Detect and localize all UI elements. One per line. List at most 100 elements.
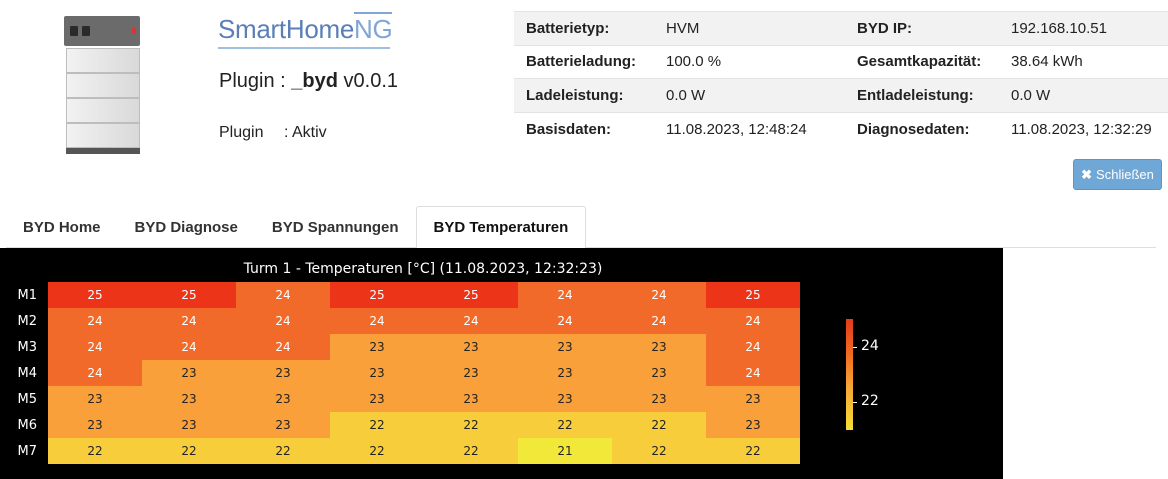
- temperature-heatmap-panel: Turm 1 - Temperaturen [°C] (11.08.2023, …: [0, 248, 1003, 479]
- heatmap-cell: 24: [48, 334, 142, 360]
- heatmap-cell: 24: [236, 282, 330, 308]
- row-label: M4: [17, 365, 38, 381]
- row-label: M6: [17, 417, 38, 433]
- row-label: M7: [17, 443, 38, 459]
- colorbar: [846, 319, 853, 430]
- colorbar-tick: [853, 347, 857, 348]
- heatmap-grid: 25 25 24 25 25 24 24 25 24 24 24 24 24 24 24 24 24 24 24 23…: [48, 282, 800, 464]
- heatmap-cell: 25: [330, 282, 424, 308]
- heatmap-cell: 24: [612, 282, 706, 308]
- heatmap-cell: 23: [142, 360, 236, 386]
- heatmap-cell: 24: [518, 282, 612, 308]
- close-button[interactable]: ✖ Schließen: [1073, 159, 1162, 190]
- plugin-title: Plugin : _byd v0.0.1: [219, 70, 398, 92]
- heatmap-cell: 23: [424, 386, 518, 412]
- heatmap-cell: 23: [330, 386, 424, 412]
- heatmap-cell: 24: [330, 308, 424, 334]
- heatmap-cell: 23: [330, 334, 424, 360]
- heatmap-cell: 24: [142, 308, 236, 334]
- battery-module: [66, 98, 140, 123]
- info-value: 0.0 W: [999, 78, 1168, 112]
- info-value: 11.08.2023, 12:32:29: [999, 111, 1168, 146]
- heatmap-cell: 22: [518, 412, 612, 438]
- battery-info-table: Batterietyp: HVM BYD IP: 192.168.10.51 Batte…: [514, 11, 1168, 146]
- heatmap-cell: 24: [48, 308, 142, 334]
- heatmap-cell: 24: [518, 308, 612, 334]
- heatmap-cell: 23: [142, 412, 236, 438]
- heatmap-cell: 22: [330, 438, 424, 464]
- heatmap-cell: 24: [236, 334, 330, 360]
- heatmap-cell: 25: [706, 282, 800, 308]
- info-value: HVM: [654, 11, 845, 45]
- heatmap-cell: 25: [48, 282, 142, 308]
- tab-byd-home[interactable]: BYD Home: [23, 218, 101, 236]
- heatmap-cell: 22: [706, 438, 800, 464]
- heatmap-cell: 24: [142, 334, 236, 360]
- heatmap-cell: 23: [612, 360, 706, 386]
- info-value: 11.08.2023, 12:48:24: [654, 111, 845, 146]
- info-row: Batterieladung: 100.0 % Gesamtkapazität: 38…: [514, 44, 1168, 79]
- plugin-status-value: : Aktiv: [284, 124, 327, 141]
- heatmap-cell: 23: [48, 386, 142, 412]
- heatmap-cell: 23: [518, 386, 612, 412]
- heatmap-cell: 23: [518, 334, 612, 360]
- plugin-status-label: Plugin: [219, 124, 264, 141]
- heatmap-cell: 24: [612, 308, 706, 334]
- battery-module: [66, 48, 140, 73]
- heatmap-cell: 23: [236, 412, 330, 438]
- smarthomeng-logo: SmartHomeNG: [218, 12, 393, 44]
- heatmap-cell: 25: [424, 282, 518, 308]
- info-value: 0.0 W: [654, 78, 845, 112]
- heatmap-cell: 22: [424, 412, 518, 438]
- info-key: BYD IP:: [845, 11, 999, 45]
- info-key: Batterieladung:: [514, 44, 654, 79]
- battery-control-unit: [64, 16, 140, 46]
- colorbar-tick-label: 24: [861, 338, 879, 354]
- colorbar-tick-label: 22: [861, 393, 879, 409]
- heatmap-cell: 22: [236, 438, 330, 464]
- info-key: Batterietyp:: [514, 11, 654, 45]
- heatmap-cell: 23: [706, 412, 800, 438]
- heatmap-cell: 23: [612, 334, 706, 360]
- heatmap-cell: 22: [142, 438, 236, 464]
- tab-byd-diagnose[interactable]: BYD Diagnose: [134, 218, 238, 236]
- heatmap-cell: 23: [518, 360, 612, 386]
- heatmap-cell: 23: [706, 386, 800, 412]
- battery-module: [66, 73, 140, 98]
- heatmap-cell: 22: [48, 438, 142, 464]
- heatmap-cell: 23: [48, 412, 142, 438]
- info-key: Gesamtkapazität:: [845, 44, 999, 79]
- heatmap-cell: 24: [424, 308, 518, 334]
- colorbar-tick: [853, 402, 857, 403]
- battery-product-image: [60, 14, 146, 156]
- heatmap-cell: 23: [236, 386, 330, 412]
- heatmap-cell: 24: [706, 334, 800, 360]
- heatmap-cell: 23: [424, 334, 518, 360]
- tab-bar: BYD Home BYD Diagnose BYD Spannungen BYD Te…: [6, 206, 1156, 249]
- heatmap-cell: 24: [48, 360, 142, 386]
- heatmap-cell: 23: [330, 360, 424, 386]
- battery-module: [66, 123, 140, 148]
- row-label: M2: [17, 313, 38, 329]
- heatmap-cell: 23: [236, 360, 330, 386]
- chart-title: Turm 1 - Temperaturen [°C] (11.08.2023, …: [243, 261, 603, 277]
- close-icon: ✖: [1081, 166, 1093, 182]
- heatmap-cell: 22: [612, 438, 706, 464]
- heatmap-cell: 24: [236, 308, 330, 334]
- row-label: M5: [17, 391, 38, 407]
- info-key: Diagnosedaten:: [845, 111, 999, 146]
- heatmap-cell: 22: [612, 412, 706, 438]
- heatmap-cell: 23: [612, 386, 706, 412]
- info-value: 192.168.10.51: [999, 11, 1168, 45]
- logo-underline: [218, 47, 390, 49]
- tab-byd-spannungen[interactable]: BYD Spannungen: [271, 218, 399, 236]
- info-row: Batterietyp: HVM BYD IP: 192.168.10.51: [514, 11, 1168, 45]
- battery-base: [66, 148, 140, 154]
- tab-byd-temperaturen[interactable]: BYD Temperaturen: [415, 206, 587, 249]
- heatmap-cell: 25: [142, 282, 236, 308]
- row-label: M1: [17, 287, 38, 303]
- close-button-label: Schließen: [1096, 167, 1154, 182]
- info-key: Basisdaten:: [514, 111, 654, 146]
- heatmap-cell: 22: [424, 438, 518, 464]
- row-label: M3: [17, 339, 38, 355]
